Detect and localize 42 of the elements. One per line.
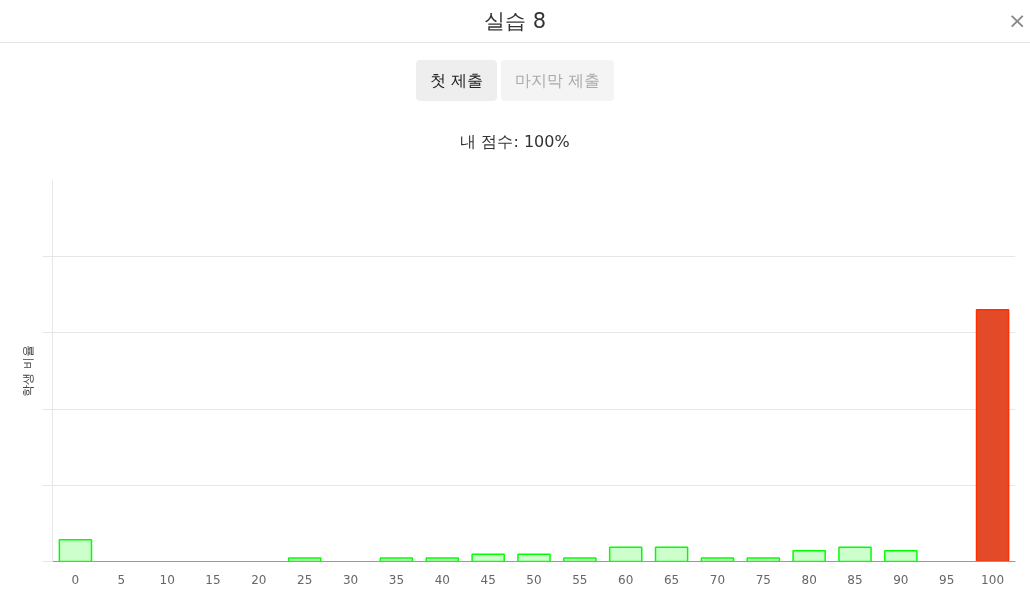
bar <box>654 546 689 562</box>
x-tick-label: 30 <box>342 572 359 587</box>
x-tick-label: 60 <box>618 572 634 587</box>
bar <box>608 546 643 562</box>
text: 첫 제출 <box>415 60 497 101</box>
bar <box>838 546 872 562</box>
bar <box>975 308 1010 562</box>
x-tick-label: 25 <box>297 572 313 587</box>
bar <box>517 553 551 562</box>
bar <box>563 557 597 562</box>
x-tick-label: 100 <box>981 572 1005 587</box>
x-tick-label: 10 <box>159 572 175 587</box>
y-axis-title: 학생 비율 <box>20 345 35 397</box>
x-tick-label: 35 <box>388 572 405 587</box>
x-tick-label: 5 <box>117 572 126 587</box>
x-tick-label: 80 <box>801 572 817 587</box>
bar <box>58 539 93 562</box>
x-tick-label: 85 <box>847 572 863 587</box>
chart-title: 실습 8 <box>483 9 547 33</box>
x-tick-label: 75 <box>755 572 771 587</box>
x-tick-label: 45 <box>480 572 496 587</box>
bar <box>700 557 735 562</box>
text: × <box>1008 7 1027 35</box>
x-tick-label: 40 <box>434 572 450 587</box>
x-tick-label: 95 <box>939 572 955 587</box>
x-tick-label: 55 <box>572 572 588 587</box>
chart-subtitle: 내 점수: 100% <box>459 131 571 153</box>
x-tick-label: 70 <box>709 572 726 587</box>
bar <box>746 557 781 562</box>
x-tick-label: 20 <box>251 572 267 587</box>
x-tick-label: 50 <box>526 572 542 587</box>
bar <box>425 557 460 562</box>
x-tick-label: 15 <box>205 572 221 587</box>
bar <box>884 549 918 562</box>
bar <box>287 557 322 562</box>
x-tick-label: 0 <box>71 572 80 587</box>
bar <box>471 553 505 562</box>
x-tick-label: 65 <box>663 572 680 587</box>
x-tick-label: 90 <box>893 572 909 587</box>
bar <box>792 549 826 562</box>
text: 마지막 제출 <box>501 60 615 101</box>
bar <box>379 557 414 562</box>
